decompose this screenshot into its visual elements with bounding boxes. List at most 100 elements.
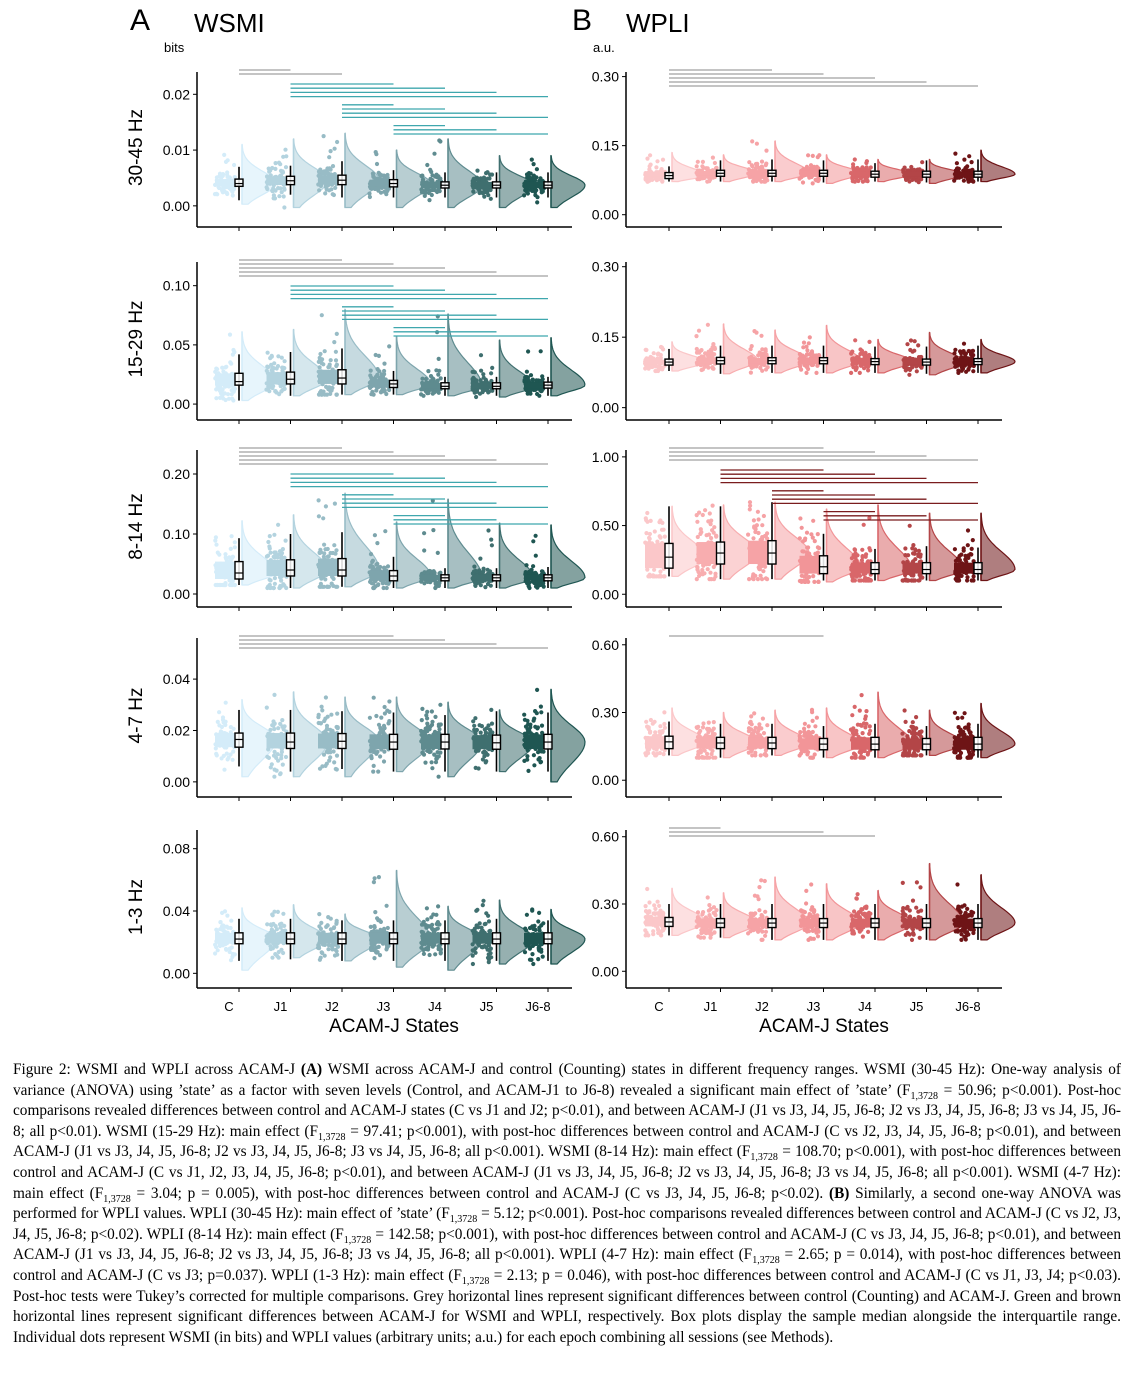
- data-point: [420, 706, 425, 712]
- data-point: [713, 166, 719, 171]
- data-point: [531, 753, 537, 758]
- data-point: [487, 731, 492, 736]
- data-point: [382, 372, 387, 377]
- data-point: [220, 715, 226, 720]
- data-point: [437, 922, 442, 927]
- data-point: [324, 761, 329, 766]
- x-tick-label: J5: [480, 999, 494, 1014]
- data-point: [748, 347, 753, 352]
- data-point: [486, 919, 492, 924]
- data-point: [645, 156, 650, 161]
- data-point: [382, 388, 387, 393]
- data-point: [272, 576, 277, 581]
- box-J3: [388, 932, 399, 945]
- box-C: [234, 732, 244, 748]
- data-point: [376, 769, 381, 774]
- data-point: [214, 927, 219, 932]
- data-point: [222, 152, 227, 157]
- dots-J5: [900, 708, 924, 758]
- y-tick-label: 0.10: [163, 278, 190, 294]
- data-point: [330, 947, 335, 952]
- data-point: [272, 774, 277, 779]
- data-point: [750, 164, 755, 169]
- data-point: [430, 944, 435, 949]
- data-point: [643, 366, 648, 371]
- data-point: [539, 923, 544, 928]
- data-point: [522, 712, 527, 717]
- data-point: [381, 759, 387, 764]
- data-point: [472, 390, 477, 395]
- data-point: [533, 387, 538, 392]
- data-point: [368, 924, 373, 930]
- data-point: [384, 391, 389, 397]
- box-J1: [285, 932, 296, 945]
- data-point: [427, 952, 432, 958]
- data-point: [964, 369, 969, 374]
- y-tick-label: 0.02: [163, 722, 190, 738]
- data-point: [283, 754, 289, 760]
- data-point: [703, 351, 708, 356]
- data-point: [429, 192, 434, 198]
- data-point: [919, 365, 924, 370]
- data-point: [215, 550, 220, 555]
- dots-J2: [316, 134, 340, 198]
- data-point: [539, 749, 544, 754]
- data-point: [371, 769, 376, 774]
- data-point: [522, 758, 527, 764]
- data-point: [229, 392, 234, 397]
- data-point: [473, 731, 478, 736]
- data-point: [652, 719, 657, 724]
- data-point: [907, 372, 912, 377]
- data-point: [282, 205, 287, 210]
- row-label: 15-29 Hz: [126, 300, 147, 377]
- data-point: [953, 576, 958, 582]
- data-point: [268, 765, 273, 770]
- data-point: [321, 134, 326, 139]
- data-point: [225, 913, 230, 918]
- dots-J2: [746, 500, 770, 582]
- data-point: [280, 718, 285, 723]
- data-point: [970, 355, 975, 360]
- data-point: [711, 564, 716, 570]
- box-C: [664, 542, 674, 569]
- data-point: [660, 179, 665, 184]
- data-point: [907, 356, 913, 361]
- data-point: [230, 554, 236, 559]
- chart-wsmi-15-29: 0.000.050.10: [163, 259, 586, 424]
- data-point: [815, 363, 820, 368]
- panel-a-title: WSMI: [194, 8, 265, 38]
- data-point: [810, 181, 815, 186]
- data-point: [531, 961, 536, 967]
- data-point: [424, 713, 429, 718]
- dot-cloud-J3: [369, 932, 390, 944]
- data-point: [481, 566, 486, 571]
- dots-J4: [849, 157, 874, 184]
- data-point: [377, 369, 382, 374]
- dots-C: [643, 153, 668, 184]
- data-point: [485, 170, 490, 175]
- data-point: [538, 349, 543, 354]
- dot-cloud-J4: [851, 171, 871, 177]
- data-point: [328, 391, 333, 396]
- data-point: [378, 190, 384, 195]
- box-J3: [818, 555, 829, 575]
- data-point: [331, 925, 336, 931]
- y-tick-label: 0.01: [163, 142, 190, 158]
- data-point: [660, 520, 665, 526]
- data-point: [264, 185, 269, 190]
- dots-J3: [797, 153, 822, 186]
- data-point: [751, 577, 756, 582]
- data-point: [700, 725, 706, 730]
- data-point: [272, 550, 277, 555]
- data-point: [810, 166, 815, 171]
- data-point: [806, 341, 811, 346]
- data-point: [228, 546, 233, 552]
- data-point: [220, 365, 225, 370]
- data-point: [694, 513, 699, 518]
- data-point: [376, 353, 381, 358]
- data-point: [322, 551, 327, 556]
- data-point: [654, 574, 659, 579]
- data-point: [489, 707, 494, 713]
- data-point: [852, 547, 858, 553]
